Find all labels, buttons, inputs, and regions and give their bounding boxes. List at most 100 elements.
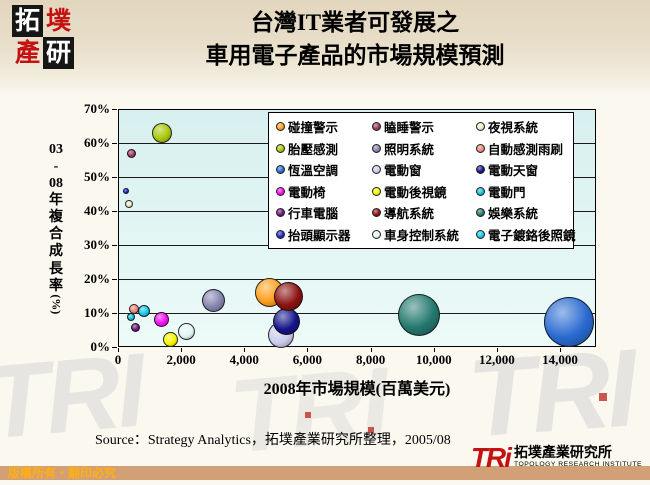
- legend-marker-icon: [476, 143, 485, 153]
- y-axis-title-char: 複: [49, 210, 63, 226]
- legend-marker-icon: [276, 143, 285, 153]
- x-tick-label: 2,000: [166, 352, 196, 367]
- chart-bubble-恆溫空調: [543, 296, 594, 347]
- y-axis-tick: [112, 245, 117, 246]
- legend-marker-icon: [476, 186, 485, 196]
- x-axis-title: 2008年市場規模(百萬美元): [263, 381, 451, 398]
- chart-bubble-胎壓感測: [151, 122, 172, 143]
- legend-item-label: 自動感測雨刷: [488, 142, 564, 157]
- legend-marker-icon: [276, 165, 285, 175]
- legend-item-label: 電動後視鏡: [384, 185, 447, 200]
- chart-bubble-娛樂系統: [397, 294, 440, 337]
- legend-item: 電動窗: [372, 160, 476, 179]
- x-axis-tick: [244, 348, 246, 352]
- x-axis-tick: [370, 348, 372, 352]
- y-axis-title: 03 -08 年複合成長率 (%): [42, 141, 70, 315]
- y-tick-label: 20%: [84, 271, 110, 286]
- y-axis-tick: [112, 109, 117, 110]
- y-tick-label: 30%: [84, 237, 110, 252]
- legend-item-label: 娛樂系統: [488, 207, 539, 222]
- legend-marker-icon: [372, 208, 381, 218]
- legend-item: 電動天窗: [476, 160, 576, 179]
- legend-item-label: 夜視系統: [488, 121, 539, 136]
- legend-item: 電動門: [476, 182, 576, 201]
- y-axis-title-char: (%): [49, 294, 64, 315]
- legend-marker-icon: [476, 229, 485, 239]
- y-axis-tick: [112, 143, 117, 144]
- y-axis-title-char: 03: [49, 142, 63, 157]
- x-tick-label: 8,000: [355, 352, 386, 367]
- page-title: 台灣IT業者可發展之 車用電子產品的市場規模預測: [85, 7, 625, 72]
- y-axis-title-char: 成: [49, 244, 63, 260]
- chart-bubble-電動後視鏡: [162, 332, 178, 348]
- legend-item-label: 電子鍍鉻後照鏡: [488, 228, 576, 243]
- legend-item: 行車電腦: [276, 203, 372, 222]
- copyright-bar: [0, 466, 650, 480]
- legend-marker-icon: [476, 165, 485, 175]
- chart-bubble-電動門: [126, 313, 135, 322]
- y-tick-label: 10%: [84, 305, 110, 320]
- legend-item-label: 瞌睡警示: [384, 121, 435, 136]
- y-tick-label: 60%: [84, 135, 110, 150]
- seal-char: 研: [43, 37, 74, 69]
- legend-item: 導航系統: [372, 203, 476, 222]
- x-axis-tick: [181, 348, 183, 352]
- legend-marker-icon: [276, 208, 285, 218]
- legend-item: 胎壓感測: [276, 139, 372, 158]
- y-axis-tick: [112, 211, 117, 212]
- x-tick-label: 14,000: [542, 352, 578, 367]
- chart-bubble-夜視系統: [125, 200, 134, 209]
- y-tick-label: 40%: [84, 203, 110, 218]
- chart-bubble-電子鍍鉻後照鏡: [137, 304, 150, 317]
- legend-item: 車身控制系統: [372, 225, 476, 244]
- page-title-line1: 台灣IT業者可發展之: [250, 10, 460, 35]
- legend-item-label: 導航系統: [384, 207, 435, 222]
- page-title-line2: 車用電子產品的市場規模預測: [205, 42, 505, 68]
- legend-item: 電動椅: [276, 182, 372, 201]
- x-axis-tick: [433, 348, 435, 352]
- legend-marker-icon: [476, 208, 485, 218]
- y-axis-title-char: 年: [49, 193, 63, 209]
- legend-item-label: 電動天窗: [488, 164, 539, 179]
- watermark-red-dot: [305, 412, 311, 418]
- copyright-text: 版權所有‧翻印必究: [8, 466, 117, 480]
- chart-bubble-導航系統: [273, 281, 303, 311]
- legend-item-label: 抬頭顯示器: [288, 228, 351, 243]
- legend-item-label: 電動門: [488, 185, 526, 200]
- legend-item: 電動後視鏡: [372, 182, 476, 201]
- legend-item-label: 電動椅: [288, 185, 326, 200]
- tri-logo: TRi 拓墣產業研究所 TOPOLOGY RESEARCH INSTITUTE: [471, 444, 642, 472]
- x-axis-tick: [118, 348, 119, 352]
- plot-gridline: [119, 312, 595, 314]
- seal-char: 墣: [45, 7, 71, 35]
- x-axis-tick: [307, 348, 309, 352]
- legend-item: 娛樂系統: [476, 203, 576, 222]
- chart-bubble-電動椅: [154, 312, 170, 328]
- chart-bubble-行車電腦: [130, 323, 140, 333]
- legend-item-label: 電動窗: [384, 164, 422, 179]
- y-tick-label: 0%: [90, 339, 111, 354]
- x-axis-tick: [560, 348, 561, 352]
- legend-marker-icon: [276, 186, 285, 196]
- x-axis-tick: [496, 348, 498, 352]
- top-texture-band: [0, 0, 650, 96]
- legend-item: 夜視系統: [476, 117, 576, 136]
- topology-seal-logo: 拓 墣 產 研: [12, 5, 74, 69]
- legend-marker-icon: [372, 165, 381, 175]
- y-axis-title-char: 08: [49, 176, 63, 192]
- watermark-red-dot: [368, 427, 374, 433]
- tri-logo-name-en: TOPOLOGY RESEARCH INSTITUTE: [513, 461, 642, 469]
- y-axis-tick: [112, 313, 117, 314]
- chart-bubble-抬頭顯示器: [122, 187, 129, 194]
- legend-item-label: 車身控制系統: [384, 228, 460, 243]
- source-note: Source：Strategy Analytics，拓墣產業研究所整理，2005…: [95, 433, 451, 448]
- plot-gridline: [119, 278, 595, 280]
- watermark-red-dot: [599, 393, 607, 401]
- legend-item: 碰撞警示: [276, 117, 372, 136]
- chart-legend: 碰撞警示 胎壓感測 恆溫空調 電動椅 行車電腦 抬頭顯示器 瞌睡警示 照明系統 電動窗 電動後視鏡…: [268, 112, 576, 249]
- y-axis-title-char: 率: [49, 278, 63, 294]
- x-tick-label: 4,000: [229, 352, 259, 367]
- legend-item-label: 行車電腦: [288, 207, 339, 222]
- y-axis-title-char: 合: [49, 227, 63, 243]
